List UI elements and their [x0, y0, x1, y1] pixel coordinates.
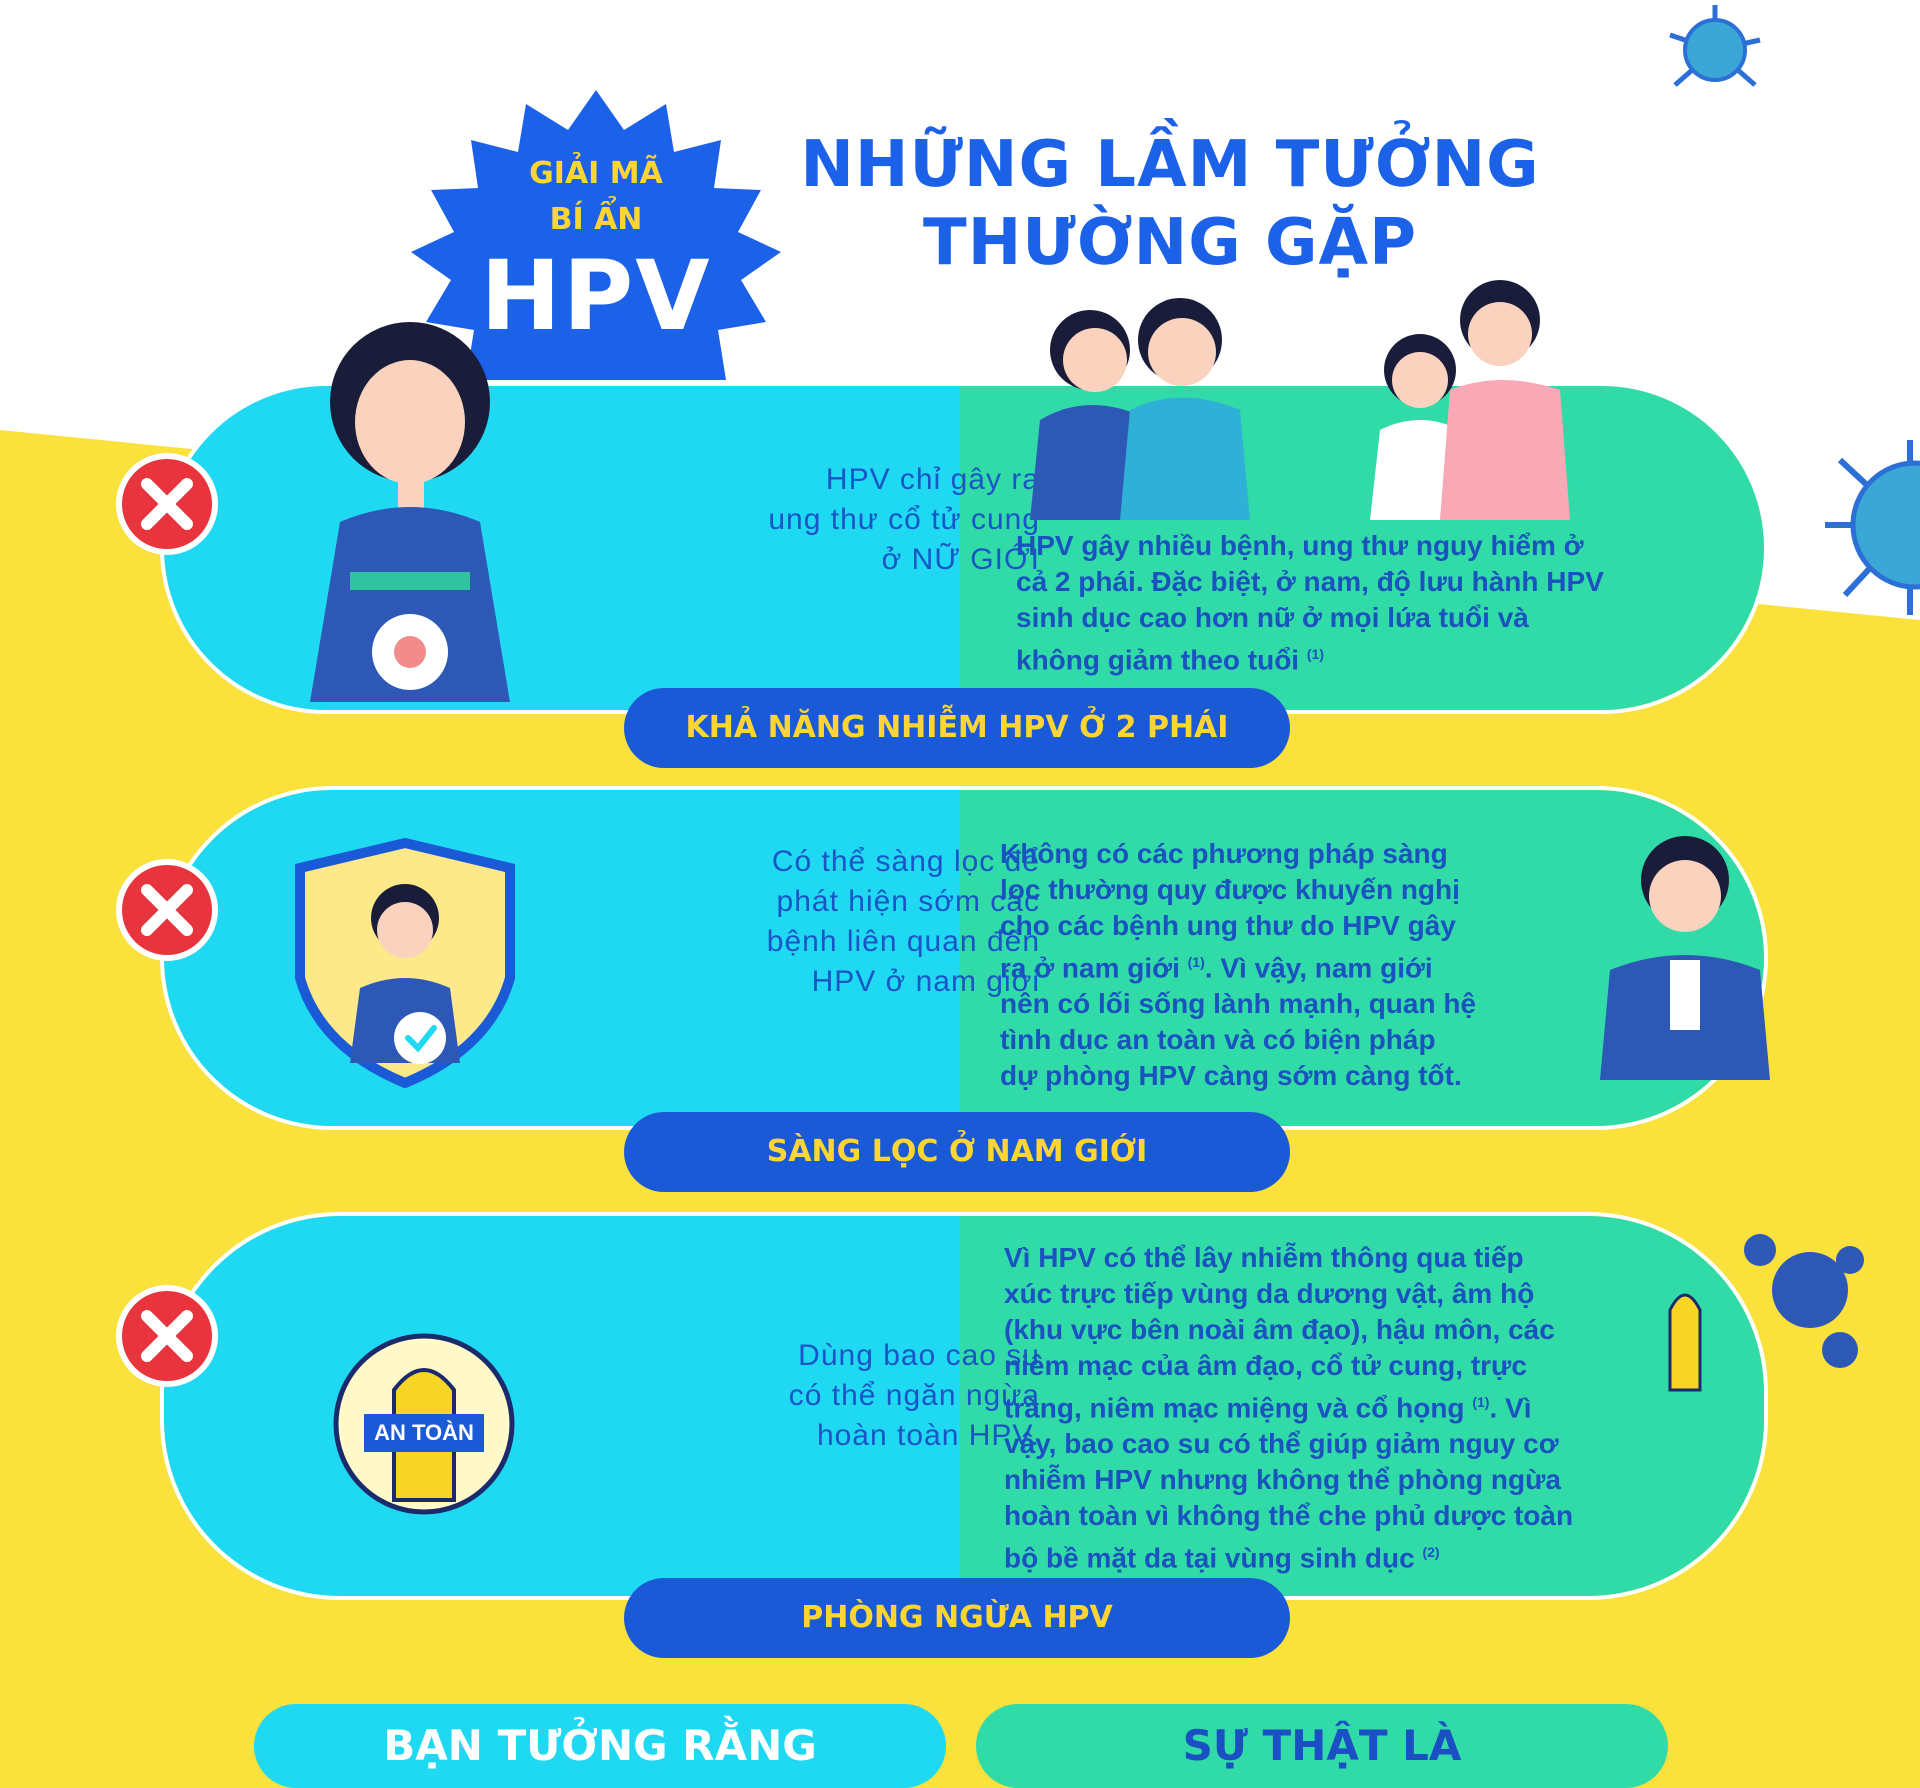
myth-text-1: HPV chỉ gây ra ung thư cổ tử cung ở NỮ G…	[768, 463, 1040, 576]
legend-fact: SỰ THẬT LÀ	[976, 1704, 1668, 1788]
wrong-icon	[116, 859, 218, 961]
page-title-line2: THƯỜNG GẶP	[923, 206, 1417, 280]
fact-text-3: Vì HPV có thể lây nhiễm thông qua tiếp x…	[1004, 1242, 1574, 1574]
fact-text-2: Không có các phương pháp sàng lọc thường…	[1000, 838, 1477, 1092]
row-3-card	[160, 1212, 1768, 1600]
virus-icon	[1825, 440, 1920, 615]
fact-text-1: HPV gây nhiều bệnh, ung thư nguy hiểm ở …	[1016, 530, 1604, 676]
myth-text-3: Dùng bao cao su có thể ngăn ngừa hoàn to…	[788, 1339, 1040, 1452]
wrong-icon	[116, 453, 218, 555]
worried-man-illustration	[1600, 836, 1770, 1080]
virus-icon	[1669, 5, 1761, 87]
condom-illustration: AN TOÀN	[330, 1330, 518, 1518]
row-label-2: SÀNG LỌC Ở NAM GIỚI	[624, 1112, 1290, 1192]
wrong-icon	[116, 1285, 218, 1387]
row-2-card	[160, 786, 1768, 1130]
row-label-3: PHÒNG NGỪA HPV	[624, 1578, 1290, 1658]
badge-line1: GIẢI MÃ	[529, 156, 663, 191]
condom-virus-illustration	[1668, 1234, 1864, 1392]
myth-panel	[164, 386, 960, 710]
row-label-1: KHẢ NĂNG NHIỄM HPV Ở 2 PHÁI	[624, 688, 1290, 768]
fact-panel	[960, 1216, 1764, 1596]
hpv-badge: GIẢI MÃ BÍ ẨN HPV	[396, 90, 796, 390]
shield-man-illustration	[295, 838, 515, 1088]
condom-label: AN TOÀN	[364, 1414, 484, 1452]
myth-text-2: Có thể sàng lọc để phát hiện sớm các bện…	[766, 845, 1040, 998]
myth-panel	[164, 1216, 960, 1596]
badge-line2: BÍ ẨN	[549, 202, 643, 237]
people-illustration	[1030, 280, 1570, 520]
legend-myth: BẠN TƯỞNG RẰNG	[254, 1704, 946, 1788]
woman-illustration	[310, 322, 510, 702]
badge-hpv: HPV	[480, 240, 712, 352]
page-title-line1: NHỮNG LẦM TƯỞNG	[800, 128, 1540, 202]
